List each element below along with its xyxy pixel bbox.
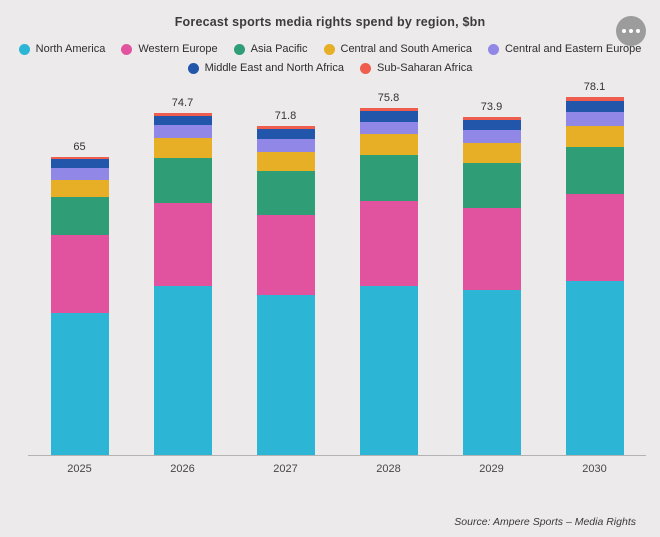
legend-item: Asia Pacific bbox=[233, 43, 308, 55]
legend-label: Sub-Saharan Africa bbox=[377, 62, 473, 74]
bar-segment bbox=[565, 281, 624, 455]
bar-segment bbox=[565, 146, 624, 194]
bar-segment bbox=[462, 207, 521, 291]
bar-segment bbox=[359, 285, 418, 455]
chart-title: Forecast sports media rights spend by re… bbox=[174, 15, 486, 29]
x-axis-label: 2027 bbox=[273, 463, 298, 475]
bar-segment bbox=[256, 129, 315, 140]
legend-item: Middle East and North Africa bbox=[187, 62, 344, 74]
bar-segment bbox=[565, 125, 624, 147]
bar-segment bbox=[50, 168, 109, 181]
legend-label: North America bbox=[35, 43, 106, 55]
bar-2026: 74.7 bbox=[153, 97, 212, 455]
bar-segment bbox=[153, 125, 212, 139]
legend-swatch-icon bbox=[487, 43, 499, 55]
bar-segment bbox=[256, 151, 315, 172]
legend-item: Central and Eastern Europe bbox=[487, 43, 642, 55]
legend-swatch-icon bbox=[323, 43, 335, 55]
bar-total-label: 75.8 bbox=[377, 91, 400, 104]
bar-segment bbox=[565, 194, 624, 281]
bar-segment bbox=[462, 119, 521, 131]
x-axis-label: 2025 bbox=[67, 463, 92, 475]
bar-segment bbox=[153, 203, 212, 286]
bar-total-label: 78.1 bbox=[583, 81, 606, 94]
legend: North America Western Europe Asia Pacific C… bbox=[0, 43, 660, 74]
bar-segment bbox=[50, 159, 109, 169]
ellipsis-icon bbox=[629, 29, 633, 33]
bar-segment bbox=[462, 143, 521, 163]
plot-area: 65 74.7 71.8 75.8 73.9 78.1 bbox=[28, 81, 646, 456]
bar-segment bbox=[256, 139, 315, 152]
bar-segment bbox=[359, 121, 418, 135]
bar-segment bbox=[256, 294, 315, 455]
bar-segment bbox=[153, 158, 212, 204]
legend-label: Middle East and North Africa bbox=[204, 62, 344, 74]
bar-segment bbox=[462, 162, 521, 208]
source-note: Source: Ampere Sports – Media Rights bbox=[454, 516, 636, 528]
ellipsis-icon bbox=[622, 29, 626, 33]
legend-item: Western Europe bbox=[121, 43, 218, 55]
bar-segment bbox=[462, 130, 521, 144]
bar-2025: 65 bbox=[50, 141, 109, 455]
bar-segment bbox=[462, 116, 521, 120]
bar-segment bbox=[50, 197, 109, 236]
x-axis-label: 2026 bbox=[170, 463, 195, 475]
legend-swatch-icon bbox=[360, 62, 371, 74]
more-options-button[interactable] bbox=[616, 16, 646, 46]
bar-segment bbox=[462, 290, 521, 455]
legend-swatch-icon bbox=[233, 43, 245, 55]
bar-segment bbox=[565, 97, 624, 102]
bar-segment bbox=[50, 313, 109, 455]
x-axis-label: 2030 bbox=[582, 463, 607, 475]
bar-segment bbox=[153, 138, 212, 159]
bar-2027: 71.8 bbox=[256, 110, 315, 455]
bar-segment bbox=[359, 155, 418, 201]
bar-segment bbox=[565, 101, 624, 113]
bar-segment bbox=[50, 157, 109, 160]
bar-segment bbox=[256, 171, 315, 215]
bar-total-label: 73.9 bbox=[480, 100, 503, 113]
legend-item: Central and South America bbox=[323, 43, 472, 55]
bar-segment bbox=[565, 112, 624, 126]
legend-row: North America Western Europe Asia Pacific C… bbox=[18, 43, 642, 55]
legend-swatch-icon bbox=[121, 43, 133, 55]
legend-label: Asia Pacific bbox=[250, 43, 308, 55]
bar-segment bbox=[256, 214, 315, 295]
bar-total-label: 65 bbox=[73, 141, 86, 154]
bar-2028: 75.8 bbox=[359, 92, 418, 455]
ellipsis-icon bbox=[636, 29, 640, 33]
legend-swatch-icon bbox=[187, 62, 199, 74]
bar-segment bbox=[153, 112, 212, 116]
bar-total-label: 74.7 bbox=[171, 96, 194, 109]
legend-label: Central and South America bbox=[340, 43, 472, 55]
bar-2029: 73.9 bbox=[462, 101, 521, 455]
bar-2030: 78.1 bbox=[565, 81, 624, 455]
bar-segment bbox=[359, 200, 418, 286]
bar-segment bbox=[359, 107, 418, 112]
bar-segment bbox=[359, 111, 418, 122]
bar-segment bbox=[50, 180, 109, 198]
bar-segment bbox=[153, 285, 212, 455]
legend-item: Sub-Saharan Africa bbox=[360, 62, 472, 74]
legend-label: Central and Eastern Europe bbox=[504, 43, 642, 55]
bar-segment bbox=[256, 126, 315, 130]
legend-swatch-icon bbox=[18, 43, 30, 55]
x-axis-label: 2028 bbox=[376, 463, 401, 475]
legend-row: Middle East and North Africa Sub-Saharan … bbox=[187, 62, 472, 74]
bar-segment bbox=[50, 235, 109, 313]
legend-label: Western Europe bbox=[138, 43, 218, 55]
bar-total-label: 71.8 bbox=[274, 110, 297, 123]
x-axis-label: 2029 bbox=[479, 463, 504, 475]
bar-segment bbox=[359, 134, 418, 156]
legend-item: North America bbox=[18, 43, 106, 55]
x-axis: 2025 2026 2027 2028 2029 2030 bbox=[28, 456, 646, 475]
bar-segment bbox=[153, 115, 212, 126]
